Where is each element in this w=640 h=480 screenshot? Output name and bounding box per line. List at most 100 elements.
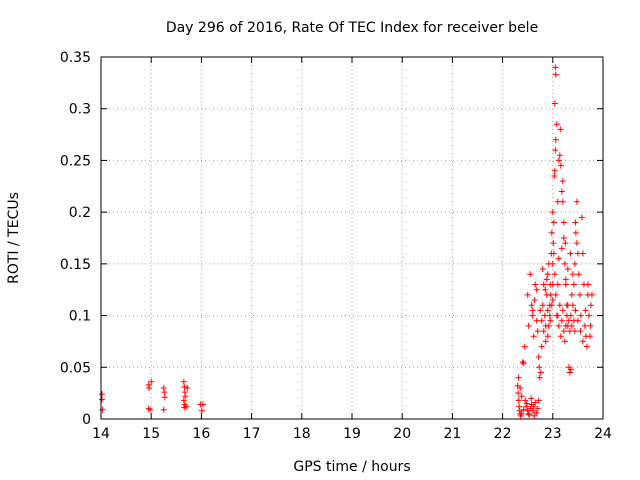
- data-point: [553, 312, 560, 319]
- data-point: [537, 307, 544, 314]
- x-tick-label: 19: [343, 426, 361, 442]
- data-point: [564, 302, 571, 309]
- data-point: [558, 245, 565, 252]
- data-point: [583, 343, 590, 350]
- data-point: [567, 250, 574, 257]
- data-point: [574, 317, 581, 324]
- data-point: [180, 397, 187, 404]
- tick-labels: 14 15 16 17 18 19 20 21 22 23 24 0 0.05 0.1 0.15 0.2 0.2…: [60, 50, 612, 442]
- data-point: [559, 307, 566, 314]
- data-point: [557, 162, 564, 169]
- data-point: [533, 409, 540, 416]
- data-point: [523, 403, 530, 410]
- x-tick-label: 22: [494, 426, 512, 442]
- data-point: [542, 338, 549, 345]
- data-point: [574, 250, 581, 257]
- data-point: [576, 291, 583, 298]
- data-point: [531, 297, 538, 304]
- data-point: [549, 209, 556, 216]
- data-point: [146, 384, 153, 391]
- y-tick-label: 0.05: [60, 360, 91, 376]
- data-point: [540, 328, 547, 335]
- data-point: [559, 198, 566, 205]
- data-point: [161, 394, 168, 401]
- data-point: [145, 405, 152, 412]
- data-point: [160, 406, 167, 413]
- data-point: [535, 353, 542, 360]
- data-point: [587, 322, 594, 329]
- data-point: [560, 235, 567, 241]
- data-point: [558, 188, 565, 195]
- data-point: [549, 260, 556, 267]
- data-point: [533, 317, 540, 324]
- data-point: [542, 286, 549, 293]
- y-axis-label: ROTI / TECUs: [6, 192, 22, 284]
- data-point: [570, 281, 577, 288]
- data-point: [584, 281, 591, 288]
- data-point: [524, 291, 531, 298]
- data-point: [530, 333, 537, 340]
- y-tick-label: 0.3: [69, 102, 91, 118]
- data-point: [520, 406, 527, 413]
- data-point: [562, 322, 569, 329]
- data-point: [520, 360, 527, 367]
- data-point: [571, 328, 578, 335]
- data-point: [572, 307, 579, 314]
- data-point: [541, 312, 548, 319]
- data-point: [543, 276, 550, 283]
- data-point: [565, 317, 572, 324]
- data-point: [587, 302, 594, 309]
- data-point: [528, 302, 535, 309]
- data-point: [534, 405, 541, 412]
- data-point: [578, 214, 585, 221]
- data-point: [180, 378, 187, 385]
- data-point: [551, 172, 558, 179]
- data-point: [556, 152, 563, 159]
- data-point: [517, 384, 524, 391]
- data-point: [148, 378, 155, 385]
- data-point: [562, 276, 569, 283]
- data-point: [529, 407, 536, 414]
- data-point: [553, 121, 560, 128]
- data-point: [557, 333, 564, 340]
- y-tick-label: 0.1: [69, 309, 91, 325]
- data-point: [515, 397, 522, 404]
- data-point: [529, 307, 536, 314]
- data-point: [568, 291, 575, 298]
- data-point: [550, 240, 557, 247]
- x-tick-label: 14: [92, 426, 110, 442]
- data-point: [573, 240, 580, 247]
- data-point: [579, 250, 586, 257]
- data-point: [566, 369, 573, 376]
- data-point: [544, 307, 551, 314]
- data-point: [554, 281, 561, 288]
- data-point: [560, 328, 567, 335]
- y-tick-label: 0: [82, 412, 91, 428]
- data-point: [537, 369, 544, 376]
- data-point: [572, 229, 579, 236]
- data-point: [549, 281, 556, 288]
- data-point: [198, 407, 205, 414]
- data-point: [568, 322, 575, 329]
- data-point: [551, 167, 558, 174]
- data-point: [572, 219, 579, 226]
- data-point: [562, 240, 569, 247]
- x-tick-label: 16: [192, 426, 210, 442]
- data-point: [532, 399, 539, 406]
- data-point: [536, 364, 543, 371]
- data-point: [547, 317, 554, 324]
- data-point: [571, 260, 578, 267]
- data-point: [575, 271, 582, 278]
- data-point: [564, 266, 571, 273]
- data-point: [549, 297, 556, 304]
- data-point: [555, 322, 562, 329]
- data-point: [535, 397, 542, 404]
- data-point: [181, 383, 188, 390]
- plot-frame: [100, 56, 604, 420]
- data-point: [518, 410, 525, 417]
- x-axis-label: GPS time / hours: [293, 459, 410, 475]
- data-point: [516, 403, 523, 410]
- data-point: [552, 147, 559, 154]
- data-point: [521, 343, 528, 350]
